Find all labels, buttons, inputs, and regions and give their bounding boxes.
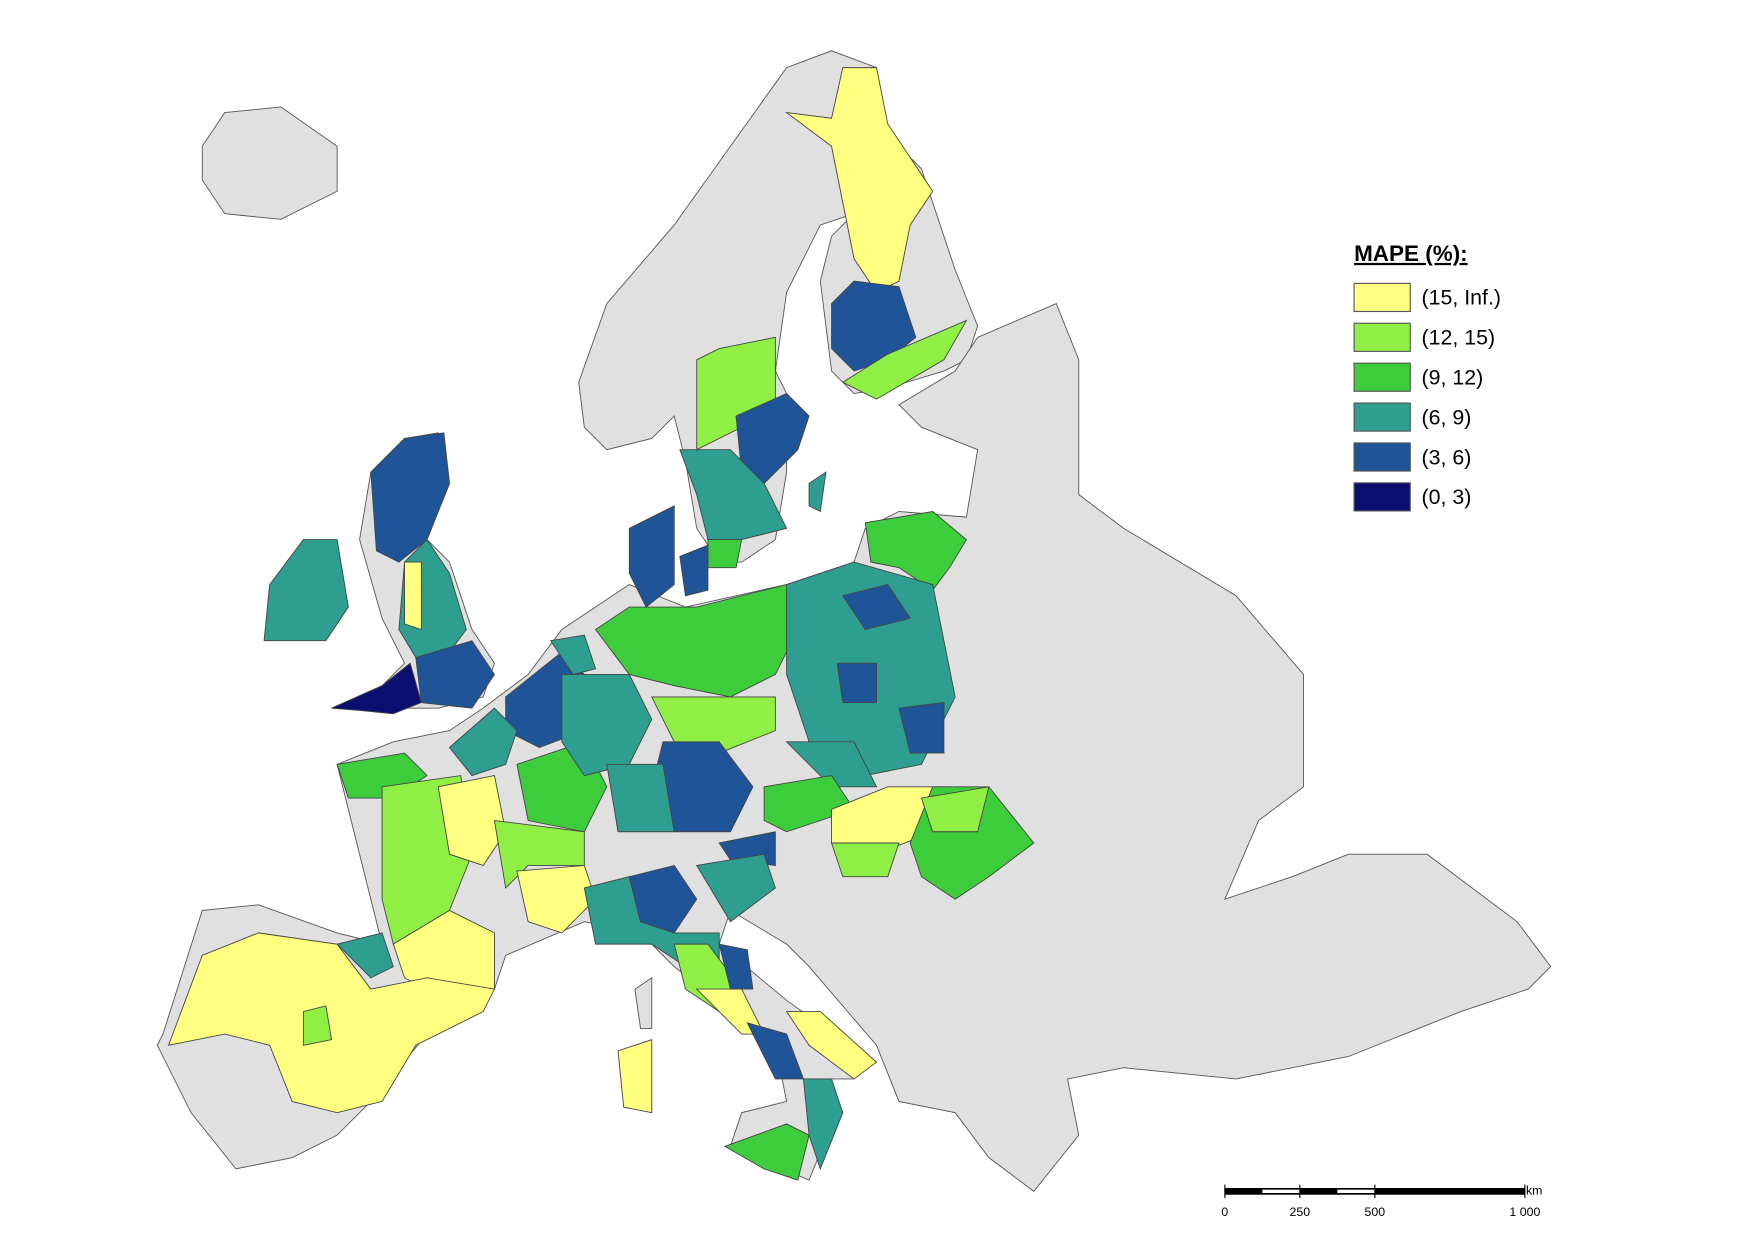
scale-label: 1 000: [1509, 1205, 1540, 1219]
region: [898, 702, 945, 754]
region: [920, 786, 990, 833]
region: [448, 707, 518, 777]
region: [679, 449, 788, 541]
region: [331, 662, 422, 715]
region: [723, 1123, 810, 1181]
region: [628, 864, 698, 934]
region: [802, 1078, 844, 1171]
region: [784, 67, 934, 293]
scale-bar-segment: [1262, 1189, 1300, 1194]
scale-label: 0: [1221, 1205, 1228, 1219]
iceland: [201, 106, 338, 220]
region: [415, 640, 495, 709]
region: [404, 561, 422, 631]
region: [516, 864, 597, 934]
region: [808, 471, 827, 513]
region: [679, 544, 709, 597]
legend-label: (12, 15): [1422, 326, 1496, 350]
region: [841, 319, 968, 400]
region: [763, 775, 855, 833]
legend-label: (15, Inf.): [1422, 286, 1501, 310]
legend-label: (0, 3): [1422, 485, 1472, 509]
legend-swatch: [1353, 322, 1411, 352]
legend-label: (3, 6): [1422, 445, 1472, 469]
scale-label: 500: [1365, 1205, 1386, 1219]
region: [617, 1039, 653, 1114]
region: [167, 932, 496, 1114]
legend-swatch: [1353, 282, 1411, 313]
legend-title: MAPE (%):: [1354, 241, 1468, 266]
region: [718, 943, 754, 990]
region: [336, 932, 394, 979]
region: [606, 763, 675, 833]
region: [263, 539, 349, 642]
scale-unit: km: [1526, 1184, 1542, 1198]
legend-swatch: [1353, 362, 1411, 392]
scale-bar: 0 250 500 1 000 km: [1221, 1184, 1542, 1219]
region: [785, 1011, 878, 1080]
region: [785, 741, 878, 788]
legend: MAPE (%): (15, Inf.) (12, 15) (9, 12) (6, 9…: [1353, 241, 1501, 512]
region: [842, 584, 911, 631]
region: [370, 432, 450, 563]
legend-label: (6, 9): [1422, 405, 1472, 429]
scale-label: 250: [1290, 1205, 1311, 1219]
corsica: [634, 977, 653, 1029]
regions: [167, 67, 1035, 1181]
legend-label: (9, 12): [1422, 366, 1484, 390]
legend-swatch: [1353, 482, 1411, 512]
region: [302, 1005, 333, 1046]
region: [836, 662, 877, 703]
region: [549, 634, 597, 675]
scale-bar-segment: [1337, 1189, 1375, 1194]
region: [864, 511, 967, 591]
region: [628, 505, 675, 608]
legend-swatch: [1353, 442, 1411, 472]
scandinavia: [578, 50, 979, 563]
region: [830, 842, 900, 878]
legend-swatch: [1353, 402, 1411, 432]
region: [437, 775, 507, 867]
region: [707, 539, 743, 569]
region: [695, 853, 776, 923]
